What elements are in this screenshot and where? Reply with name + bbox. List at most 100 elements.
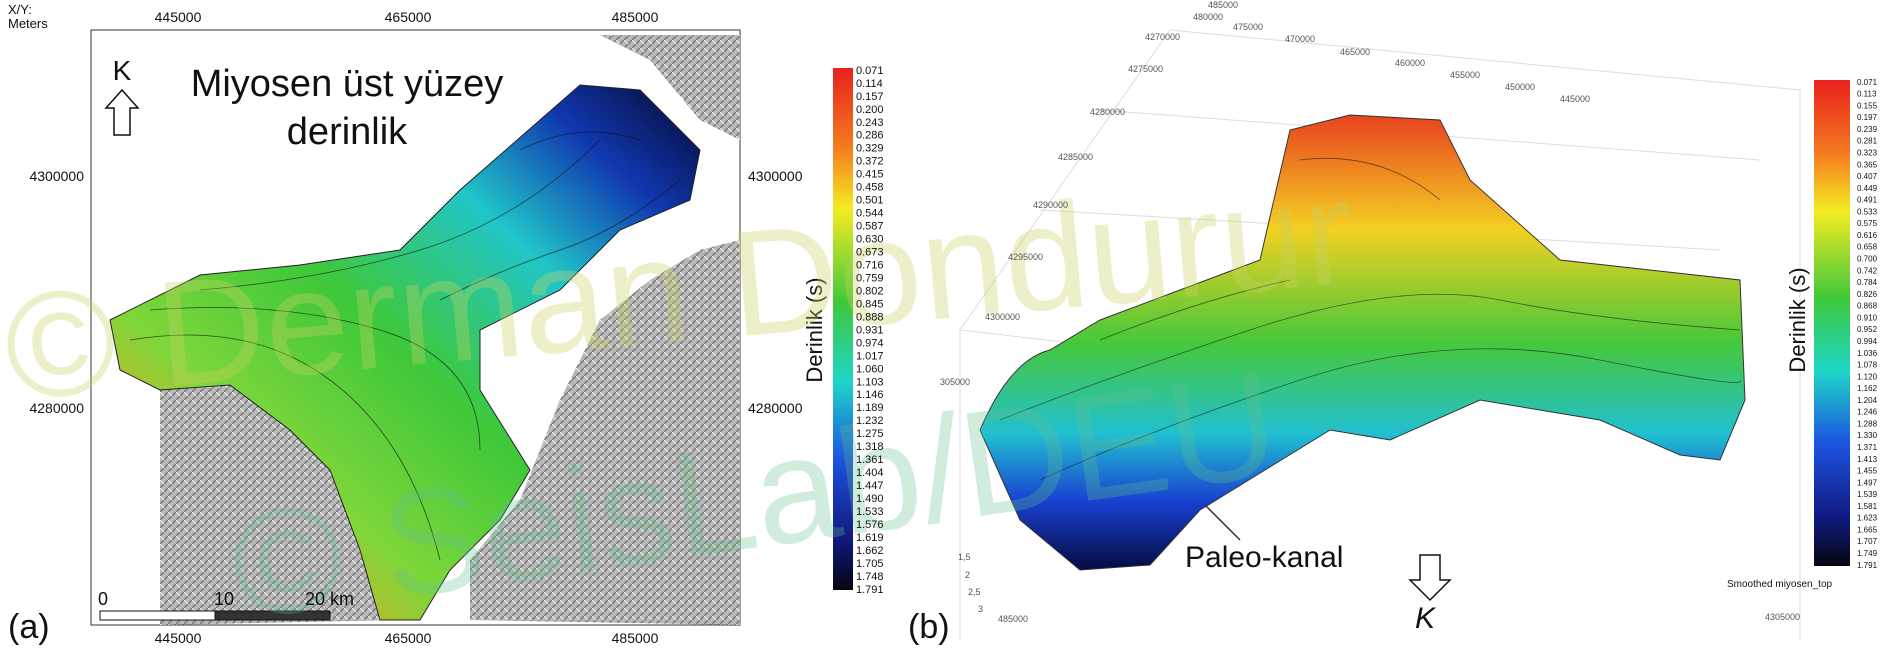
north-arrow [1408,554,1452,602]
colorbar-label: 0.888 [856,311,884,323]
colorbar-label: 0.826 [1857,290,1878,299]
colorbar-label: 0.157 [856,91,884,103]
x-tick-label: 465000 [385,9,432,25]
axis-label-3d: 485000 [998,614,1028,624]
axis-label-3d: 2,5 [968,587,981,597]
colorbar-label: 0.281 [1857,137,1878,146]
axis-label-3d: 4295000 [1008,252,1043,262]
colorbar-label: 1.413 [1857,455,1878,464]
panel-tag: (b) [908,608,950,646]
colorbar-label: 1.404 [856,467,884,479]
axis-label-3d: 4275000 [1128,64,1163,74]
colorbar-label: 0.994 [1857,337,1878,346]
colorbar-label: 1.533 [856,506,884,518]
colorbar-label: 0.323 [1857,148,1878,157]
colorbar-label: 1.103 [856,376,884,388]
colorbar-label: 0.587 [856,221,884,233]
colorbar-label: 1.705 [856,558,884,570]
colorbar-label: 0.575 [1857,219,1878,228]
colorbar-label: 0.372 [856,156,884,168]
colorbar-label: 0.716 [856,259,884,271]
axis-label-3d: 4285000 [1058,152,1093,162]
axis-label-3d: 445000 [1560,94,1590,104]
colorbar-label: 0.952 [1857,325,1878,334]
x-tick-label: 445000 [155,630,202,646]
colorbar-label: 1.707 [1857,537,1878,546]
axis-label-3d: 1,5 [958,552,971,562]
scale-bar [214,610,331,621]
colorbar-label: 1.232 [856,415,884,427]
panel-tag: (a) [8,608,50,646]
axis-label-3d: 465000 [1340,47,1370,57]
colorbar-label: 0.286 [856,130,884,142]
colorbar [833,68,853,590]
colorbar-label: 0.491 [1857,196,1878,205]
colorbar-label: 1.791 [856,584,884,596]
colorbar-label: 0.544 [856,208,884,220]
axis-label-3d: 4280000 [1090,107,1125,117]
x-tick-label: 465000 [385,630,432,646]
scale-label: 10 [214,589,234,609]
colorbar-label: 0.501 [856,195,884,207]
north-arrow [104,88,140,136]
x-tick-label: 485000 [612,630,659,646]
colorbar-label: 0.533 [1857,207,1878,216]
axis-label-3d: 455000 [1450,70,1480,80]
colorbar-label: 0.802 [856,285,884,297]
colorbar-label: 1.490 [856,493,884,505]
colorbar-label: 1.060 [856,363,884,375]
colorbar-label: 1.623 [1857,514,1878,523]
colorbar-label: 0.700 [1857,255,1878,264]
colorbar-label: 1.539 [1857,490,1878,499]
colorbar-label: 0.931 [856,324,884,336]
axis-label-3d: 4270000 [1145,32,1180,42]
colorbar-label: 0.845 [856,298,884,310]
colorbar-label: 0.071 [856,65,884,77]
axis-label-3d: 475000 [1233,22,1263,32]
colorbar-label: 0.071 [1857,78,1878,87]
colorbar-label: 1.036 [1857,349,1878,358]
colorbar-label: 1.662 [856,545,884,557]
north-label: K [113,55,132,86]
colorbar-label: 0.113 [1857,90,1877,99]
colorbar [1814,80,1850,566]
colorbar-label: 1.497 [1857,478,1878,487]
colorbar-label: 0.868 [1857,302,1878,311]
annotation-leader [1204,504,1241,541]
xy-unit: Meters [8,16,48,31]
colorbar-label: 0.759 [856,272,884,284]
scale-bar [99,610,216,621]
colorbar-label: 0.239 [1857,125,1878,134]
colorbar-label: 1.361 [856,454,884,466]
colorbar-label: 1.455 [1857,467,1878,476]
axis-label-3d: 2 [965,570,970,580]
colorbar-label: 1.275 [856,428,884,440]
contours-3d [999,157,1741,481]
colorbar-label: 0.407 [1857,172,1878,181]
colorbar-label: 1.791 [1857,561,1878,570]
colorbar-label: 0.365 [1857,160,1878,169]
colorbar-label: 1.288 [1857,419,1878,428]
scale-label: 20 km [305,589,354,609]
axis-label-3d: 4305000 [1765,612,1800,622]
colorbar-label: 0.329 [856,143,884,155]
colorbar-label: 0.415 [856,169,884,181]
colorbar-label: 1.619 [856,532,884,544]
colorbar-label: 1.204 [1857,396,1878,405]
x-tick-label: 445000 [155,9,202,25]
depth-surface [109,84,701,621]
colorbar-label: 1.371 [1857,443,1878,452]
colorbar-label: 0.974 [856,337,884,349]
colorbar-label: 1.162 [1857,384,1878,393]
x-tick-label: 485000 [612,9,659,25]
colorbar-label: 1.146 [856,389,884,401]
colorbar-label: 1.581 [1857,502,1878,511]
colorbar-label: 0.243 [856,117,884,129]
surface-name: Smoothed miyosen_top [1727,579,1833,590]
scale-label: 0 [98,589,108,609]
colorbar-label: 1.189 [856,402,884,414]
axis-label-3d: 480000 [1193,12,1223,22]
